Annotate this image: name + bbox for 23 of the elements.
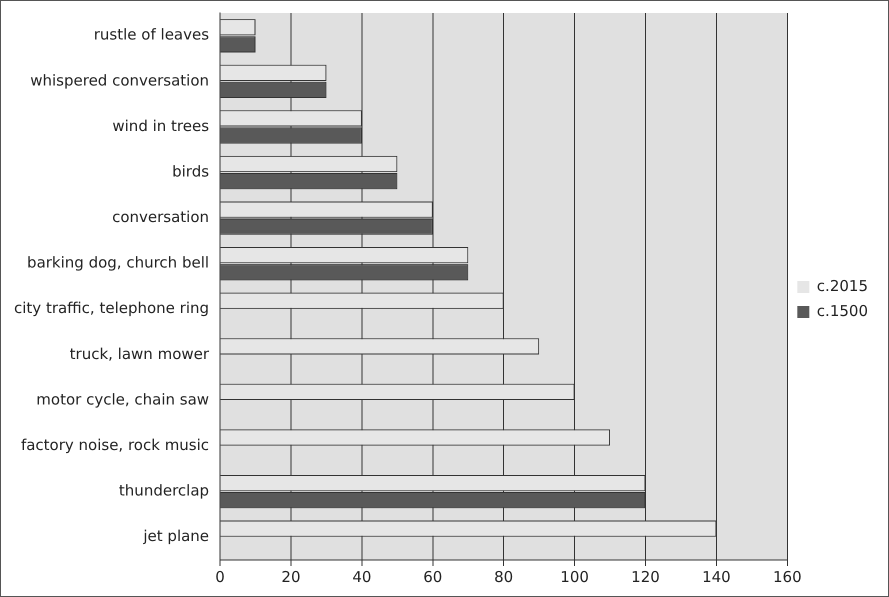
x-tick-label: 100: [560, 568, 589, 586]
y-tick-label: motor cycle, chain saw: [36, 390, 210, 408]
x-tick-label: 60: [423, 568, 442, 586]
x-tick-label: 0: [215, 568, 225, 586]
x-tick-label: 80: [494, 568, 514, 586]
y-tick-label: birds: [172, 162, 210, 180]
y-tick-label: thunderclap: [118, 482, 210, 500]
y-tick-label: conversation: [112, 208, 210, 226]
x-tick-label: 20: [281, 568, 300, 586]
y-tick-label: jet plane: [142, 527, 210, 546]
y-tick-label: truck, lawn mower: [70, 344, 210, 363]
y-tick-label: factory noise, rock music: [20, 436, 210, 454]
y-tick-label: wind in trees: [112, 116, 210, 135]
x-tick-label: 120: [631, 568, 660, 586]
y-tick-label: whispered conversation: [30, 71, 210, 90]
legend-label: c.1500: [816, 302, 868, 320]
legend-label: c.2015: [816, 276, 868, 295]
y-tick-label: barking dog, church bell: [27, 254, 210, 272]
x-tick-label: 140: [702, 568, 731, 586]
y-tick-label: city traffic, telephone ring: [14, 299, 210, 318]
x-tick-label: 160: [772, 568, 802, 586]
y-tick-label: rustle of leaves: [94, 26, 210, 44]
x-tick-label: 40: [352, 568, 372, 586]
